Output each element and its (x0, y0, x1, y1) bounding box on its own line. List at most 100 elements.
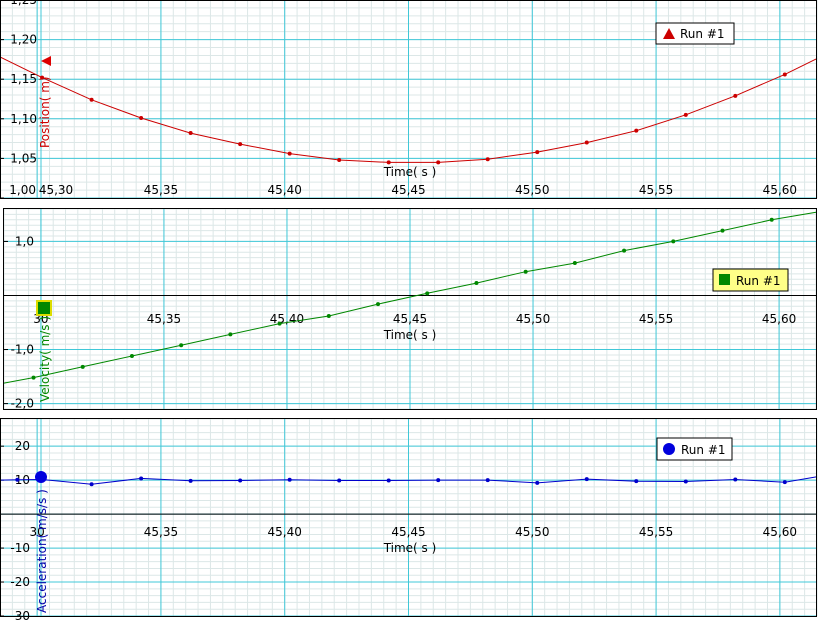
position-data-point-2 (89, 97, 94, 102)
velocity-data-point-11 (523, 269, 528, 274)
acceleration-ytick-label-3: -20 (10, 575, 30, 589)
acceleration-data-point-8 (337, 478, 342, 483)
velocity-ytick-label-2: -2,0 (11, 397, 34, 411)
position-ytick-label-5: 1,00 (9, 183, 36, 197)
velocity-legend[interactable]: Run #1 (712, 268, 789, 292)
position-cursor-marker[interactable] (41, 56, 51, 66)
position-data-point-11 (535, 150, 540, 155)
acceleration-data-point-1 (15, 477, 20, 482)
acceleration-ytick-label-4: -30 (10, 609, 30, 620)
velocity-xtick-label-2: 45,40 (270, 312, 304, 326)
acceleration-data-point-10 (436, 478, 441, 483)
velocity-data-point-8 (376, 302, 381, 307)
acceleration-data-point-15 (683, 479, 688, 484)
position-grid (0, 0, 818, 199)
velocity-xtick-label-6: 45,60 (762, 312, 796, 326)
position-xtick-label-5: 45,55 (639, 183, 673, 197)
acceleration-cursor-marker[interactable] (35, 471, 47, 483)
acceleration-xtick-labels: 30 45,35 45,40 45,45 45,50 45,55 45,60 (29, 525, 797, 539)
velocity-graph[interactable]: 1,0-1,0-2,0 30 45,35 45,40 45,45 45,50 45,55 4… (3, 208, 817, 411)
velocity-ytick-labels: 1,0 -1,0 -2,0 (4, 234, 34, 411)
acceleration-xtick-label-4: 45,50 (515, 525, 549, 539)
acceleration-data-point-14 (634, 479, 639, 484)
acceleration-grid (0, 418, 818, 617)
velocity-data-point-9 (425, 291, 430, 296)
acceleration-xtick-label-2: 45,40 (268, 525, 302, 539)
position-data-point-12 (584, 140, 589, 145)
acceleration-data-point-9 (386, 478, 391, 483)
velocity-data-point-14 (671, 239, 676, 244)
acceleration-panel-border (0, 418, 817, 617)
position-xtick-label-2: 45,40 (268, 183, 302, 197)
acceleration-xtick-label-3: 45,45 (391, 525, 425, 539)
position-legend-label: Run #1 (680, 27, 725, 41)
velocity-xtick-label-4: 45,50 (516, 312, 550, 326)
position-data-point-4 (188, 131, 193, 136)
position-data-point-10 (485, 157, 490, 162)
velocity-legend-square-icon (719, 274, 730, 285)
position-xtick-label-0: 45,30 (39, 183, 73, 197)
position-legend-box (655, 22, 735, 45)
acceleration-legend-label: Run #1 (681, 443, 726, 457)
position-x-axis-label: Time( s ) (383, 165, 437, 179)
position-data-point-16 (782, 72, 787, 77)
position-graph[interactable]: 1,25 1,20 1,15 1,10 1,05 1,00 45,30 45,35 45,40… (0, 0, 818, 199)
acceleration-data-point-6 (238, 478, 243, 483)
position-ytick-label-1: 1,20 (10, 33, 37, 47)
acceleration-ytick-label-0: 20 (15, 439, 30, 453)
position-xtick-labels: 45,30 45,35 45,40 45,45 45,50 45,55 45,60 (39, 183, 797, 197)
acceleration-legend[interactable]: Run #1 (656, 437, 733, 461)
position-ytick-label-0: 1,25 (10, 0, 37, 7)
position-series-points (40, 72, 787, 165)
acceleration-data-point-17 (782, 480, 787, 485)
acceleration-xtick-label-5: 45,55 (639, 525, 673, 539)
velocity-data-point-2 (80, 364, 85, 369)
velocity-x-axis-label: Time( s ) (383, 328, 437, 342)
acceleration-data-point-16 (733, 477, 738, 482)
position-data-point-15 (733, 93, 738, 98)
velocity-panel-border (3, 208, 817, 410)
position-series-line (0, 56, 818, 163)
acceleration-data-point-7 (287, 477, 292, 482)
velocity-series-points (31, 217, 774, 380)
position-data-point-13 (634, 128, 639, 133)
position-data-point-5 (238, 142, 243, 147)
velocity-data-point-5 (228, 332, 233, 337)
velocity-legend-box (712, 268, 789, 292)
position-ytick-label-2: 1,15 (10, 72, 37, 86)
position-ytick-label-4: 1,05 (10, 151, 37, 165)
position-data-point-3 (139, 116, 144, 121)
velocity-xtick-label-3: 45,45 (393, 312, 427, 326)
velocity-data-point-4 (179, 343, 184, 348)
position-y-axis-label: Position( m) (38, 76, 52, 148)
velocity-cursor-marker[interactable] (36, 300, 52, 316)
acceleration-legend-box (656, 437, 733, 461)
position-xtick-label-1: 45,35 (144, 183, 178, 197)
velocity-data-point-16 (769, 217, 774, 222)
acceleration-x-axis-label: Time( s ) (383, 541, 437, 555)
position-data-point-7 (337, 157, 342, 162)
velocity-data-point-6 (277, 321, 282, 326)
acceleration-data-point-3 (89, 482, 94, 487)
acceleration-data-point-4 (139, 476, 144, 481)
velocity-data-point-1 (31, 375, 36, 380)
acceleration-y-axis-label: Acceleration( m/s/s ) (35, 489, 49, 613)
acceleration-xtick-label-6: 45,60 (763, 525, 797, 539)
position-data-point-6 (287, 151, 292, 156)
position-ytick-labels: 1,25 1,20 1,15 1,10 1,05 1,00 (0, 0, 37, 199)
acceleration-data-point-5 (188, 478, 193, 483)
position-data-point-9 (436, 160, 441, 165)
acceleration-data-point-11 (485, 478, 490, 483)
position-data-point-8 (386, 160, 391, 165)
acceleration-ytick-label-2: -10 (10, 541, 30, 555)
velocity-data-point-13 (622, 248, 627, 253)
position-legend[interactable]: Run #1 (655, 22, 735, 45)
velocity-xtick-label-1: 45,35 (147, 312, 181, 326)
velocity-data-point-3 (129, 354, 134, 359)
velocity-data-point-12 (572, 261, 577, 266)
position-xtick-label-3: 45,45 (391, 183, 425, 197)
velocity-legend-label: Run #1 (736, 274, 781, 288)
acceleration-data-point-12 (535, 480, 540, 485)
position-legend-triangle-icon (663, 28, 675, 39)
